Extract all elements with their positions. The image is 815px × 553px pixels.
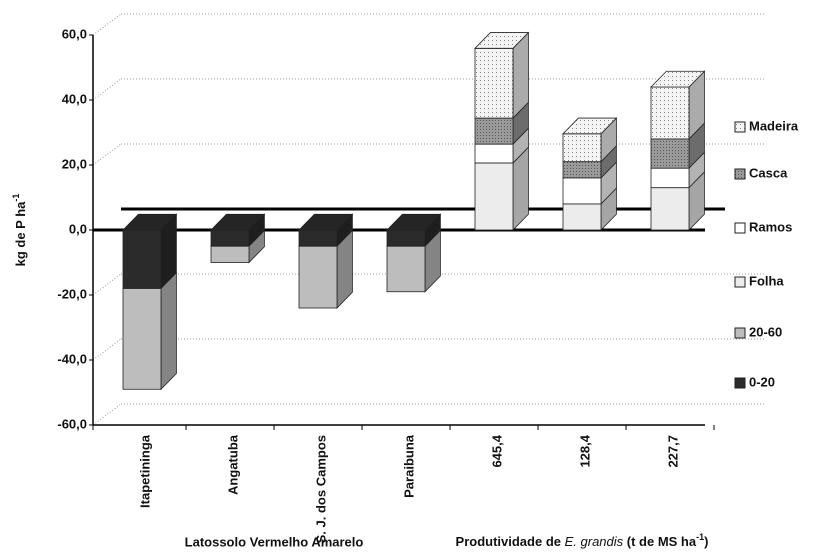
bar [562, 203, 602, 231]
bar [474, 162, 514, 231]
bar [562, 177, 602, 205]
bar [474, 117, 514, 145]
x-tick-label: 645,4 [489, 434, 504, 467]
bar [650, 138, 690, 169]
group-label-part: E. grandis [565, 534, 624, 549]
legend-label: Ramos [749, 219, 792, 234]
grid-line-depth [92, 273, 122, 296]
legend-swatch [734, 168, 746, 180]
bar [562, 133, 602, 163]
bar [650, 187, 690, 231]
y-tick-label: -40,0 [57, 351, 87, 366]
bar-top [122, 213, 178, 231]
y-label-text: kg de P ha [13, 201, 28, 267]
bar [122, 229, 162, 289]
x-tick-label: Paraibuna [401, 434, 416, 498]
x-tick-label: Angatuba [225, 434, 240, 495]
bar [650, 167, 690, 189]
grid-line-depth [92, 143, 122, 166]
bar [122, 288, 162, 390]
grid-line-depth [92, 338, 122, 361]
bar-top [386, 213, 442, 231]
y-tick-label: 20,0 [62, 156, 87, 171]
y-label-sup: -1 [11, 194, 21, 202]
group-label-part: Produtividade de [456, 534, 565, 549]
legend-label: Casca [749, 165, 788, 180]
bar [386, 245, 426, 293]
legend-swatch [734, 222, 746, 234]
legend-swatch [734, 121, 746, 133]
bar-top [650, 70, 706, 88]
y-tick-label: 60,0 [62, 26, 87, 41]
x-tick-label: 227,7 [665, 435, 680, 468]
y-axis-label: kg de P ha-1 [11, 194, 28, 267]
x-tick-label: S. J. dos Campos [313, 435, 328, 543]
y-tick-label: 40,0 [62, 91, 87, 106]
y-tick-label: 0,0 [69, 221, 87, 236]
bar [474, 143, 514, 164]
group-label: Latossolo Vermelho Amarelo [185, 534, 364, 549]
legend-label: 20-60 [749, 324, 782, 339]
y-tick-label: -60,0 [57, 416, 87, 431]
bar-side [160, 271, 177, 391]
bar [298, 229, 338, 247]
grid-line-depth [92, 13, 122, 36]
group-label-part: (t de MS ha [623, 534, 697, 549]
group-label-part: ) [704, 534, 708, 549]
x-tick-label: 128,4 [577, 434, 592, 467]
bar [650, 86, 690, 140]
legend-label: Folha [749, 273, 784, 288]
grid-line-depth [92, 78, 122, 101]
legend-swatch [734, 377, 746, 389]
legend-swatch [734, 327, 746, 339]
bar [210, 245, 250, 263]
y-tick-label: -20,0 [57, 286, 87, 301]
bar-top [474, 32, 530, 49]
legend-label: Madeira [749, 118, 799, 133]
bar [298, 245, 338, 309]
bar-top [562, 117, 618, 135]
x-tick-label: Itapetininga [137, 434, 152, 508]
group-label-part: -1 [696, 532, 704, 542]
legend-swatch [734, 276, 746, 288]
bar [474, 47, 514, 119]
bar [210, 229, 250, 247]
group-label: Produtividade de E. grandis (t de MS ha-… [456, 532, 709, 549]
bar-top [298, 213, 354, 231]
legend-label: 0-20 [749, 374, 775, 389]
bar-top [210, 213, 266, 231]
grid-line-depth [92, 403, 122, 426]
bar [386, 229, 426, 247]
bar [562, 161, 602, 179]
